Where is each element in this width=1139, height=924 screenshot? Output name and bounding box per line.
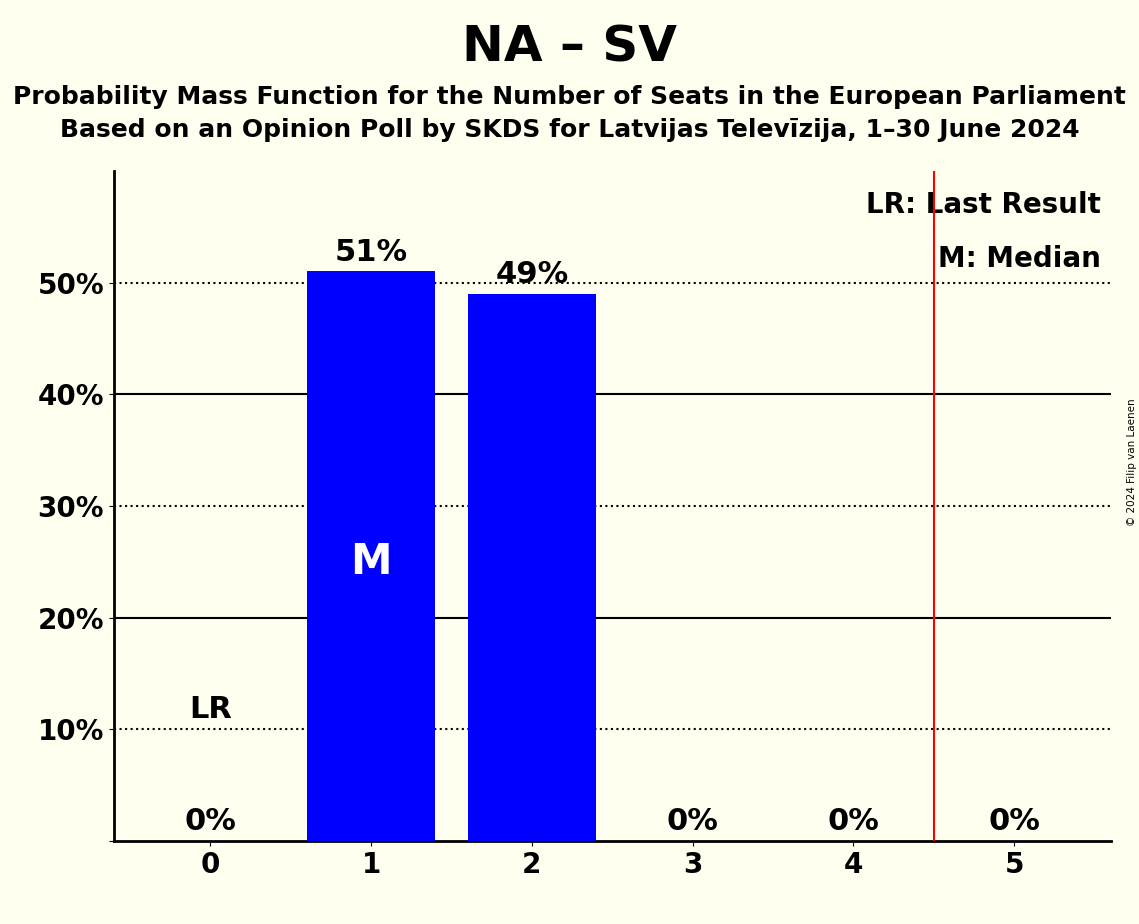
Text: 0%: 0% <box>666 808 719 836</box>
Text: M: M <box>351 541 392 583</box>
Text: LR: Last Result: LR: Last Result <box>866 191 1100 219</box>
Text: LR: LR <box>189 695 231 723</box>
Text: 0%: 0% <box>185 808 236 836</box>
Text: 0%: 0% <box>989 808 1040 836</box>
Text: Based on an Opinion Poll by SKDS for Latvijas Televīzija, 1–30 June 2024: Based on an Opinion Poll by SKDS for Lat… <box>59 118 1080 142</box>
Text: NA – SV: NA – SV <box>462 23 677 71</box>
Bar <box>467 294 596 841</box>
Text: 51%: 51% <box>335 238 408 267</box>
Text: 49%: 49% <box>495 261 568 289</box>
Text: © 2024 Filip van Laenen: © 2024 Filip van Laenen <box>1126 398 1137 526</box>
Text: Probability Mass Function for the Number of Seats in the European Parliament: Probability Mass Function for the Number… <box>13 85 1126 109</box>
Bar <box>306 272 435 841</box>
Text: 0%: 0% <box>827 808 879 836</box>
Text: M: Median: M: Median <box>937 245 1100 273</box>
